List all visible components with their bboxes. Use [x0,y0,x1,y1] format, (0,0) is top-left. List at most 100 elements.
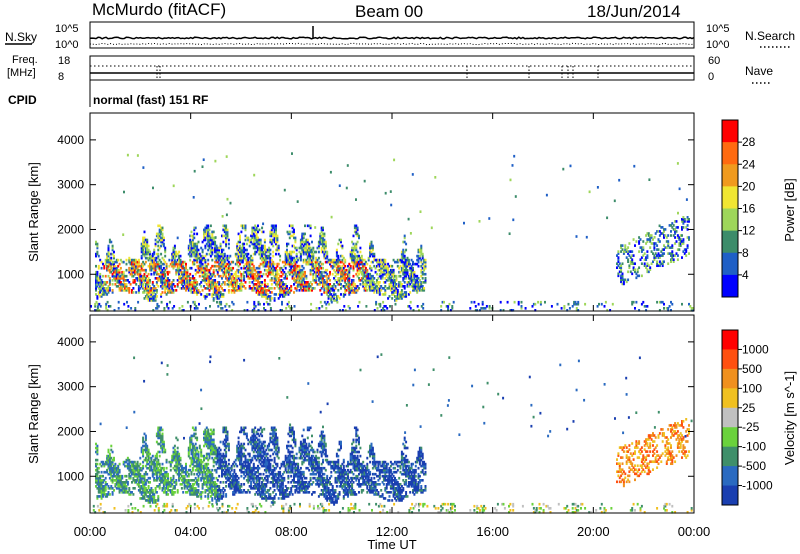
heatmap-cell [144,446,147,450]
heatmap-cell [226,268,229,272]
heatmap-cell [115,277,118,280]
heatmap-cell [143,481,146,484]
heatmap-cell [629,262,632,266]
heatmap-cell [205,236,208,240]
heatmap-cell [682,242,685,245]
heatmap-cell [251,281,254,284]
heatmap-cell [302,252,305,256]
heatmap-cell [352,258,355,262]
heatmap-cell [688,238,690,241]
heatmap-cell [211,287,214,290]
heatmap-cell [125,287,128,290]
heatmap-cell [625,256,628,259]
heatmap-cell [214,293,217,296]
heatmap-cell [189,266,192,270]
heatmap-cell [149,452,151,456]
heatmap-cell [308,242,311,246]
heatmap-cell [248,256,251,260]
heatmap-cell [663,252,665,255]
heatmap-cell [128,493,131,496]
heatmap-cell [165,266,168,270]
heatmap-cell [143,244,146,248]
heatmap-cell [187,285,190,288]
heatmap-cell [681,234,683,237]
heatmap-cell [273,266,276,270]
heatmap-cell [178,270,181,274]
heatmap-cell [418,256,421,260]
heatmap-cell [142,242,145,246]
heatmap-cell [266,283,269,286]
heatmap-cell [320,277,323,280]
heatmap-cell [298,266,301,270]
heatmap-cell [291,262,294,266]
heatmap-cell [286,252,288,256]
heatmap-cell [304,270,306,274]
heatmap-cell [234,252,237,256]
heatmap-cell [341,264,344,268]
heatmap-cell [322,226,324,230]
heatmap-cell [205,234,208,238]
heatmap-cell [255,291,258,294]
heatmap-cell [301,248,304,252]
heatmap-cell [255,228,258,232]
heatmap-cell [131,272,133,276]
heatmap-cell [150,468,153,472]
heatmap-cell [268,264,271,268]
heatmap-cell [618,270,621,274]
heatmap-cell [96,470,99,474]
heatmap-cell [176,472,179,476]
heatmap-cell [240,246,243,250]
heatmap-cell [403,236,406,240]
heatmap-cell [155,232,158,236]
heatmap-cell [267,302,270,306]
heatmap-cell [193,244,196,248]
heatmap-cell [144,289,147,292]
heatmap-cell [380,260,383,264]
heatmap-cell [412,270,414,274]
heatmap-cell [160,270,163,274]
heatmap-cell [244,281,247,284]
heatmap-cell [688,302,690,306]
heatmap-cell [399,297,402,300]
heatmap-cell [172,266,175,270]
heatmap-cell [232,285,235,288]
heatmap-cell [355,287,358,290]
heatmap-cell [682,216,685,219]
heatmap-cell [118,489,121,492]
heatmap-cell [319,300,322,304]
heatmap-cell [104,287,107,290]
heatmap-cell [104,493,107,496]
heatmap-cell [248,262,251,266]
heatmap-cell [258,228,261,232]
heatmap-cell [161,274,164,278]
heatmap-cell [620,280,623,284]
heatmap-cell [355,198,357,201]
heatmap-cell [144,493,147,496]
heatmap-cell [221,250,223,254]
heatmap-cell [378,264,381,268]
heatmap-cell [268,246,271,250]
heatmap-cell [320,242,323,246]
heatmap-cell [146,450,149,454]
heatmap-cell [127,309,130,312]
heatmap-cell [185,481,187,484]
heatmap-cell [186,272,189,276]
heatmap-cell [403,293,406,296]
heatmap-cell [140,479,143,482]
heatmap-cell [301,240,304,244]
heatmap-cell [107,252,110,256]
heatmap-cell [616,262,618,266]
heatmap-cell [223,264,226,268]
heatmap-cell [353,291,356,294]
heatmap-cell [225,266,228,270]
heatmap-cell [158,434,161,438]
heatmap-cell [153,272,156,276]
heatmap-cell [414,279,417,282]
heatmap-cell [114,283,117,286]
heatmap-cell [147,293,150,296]
heatmap-cell [279,274,282,278]
heatmap-cell [215,250,218,254]
heatmap-cell [244,252,247,256]
heatmap-cell [176,283,179,286]
heatmap-cell [329,291,331,294]
